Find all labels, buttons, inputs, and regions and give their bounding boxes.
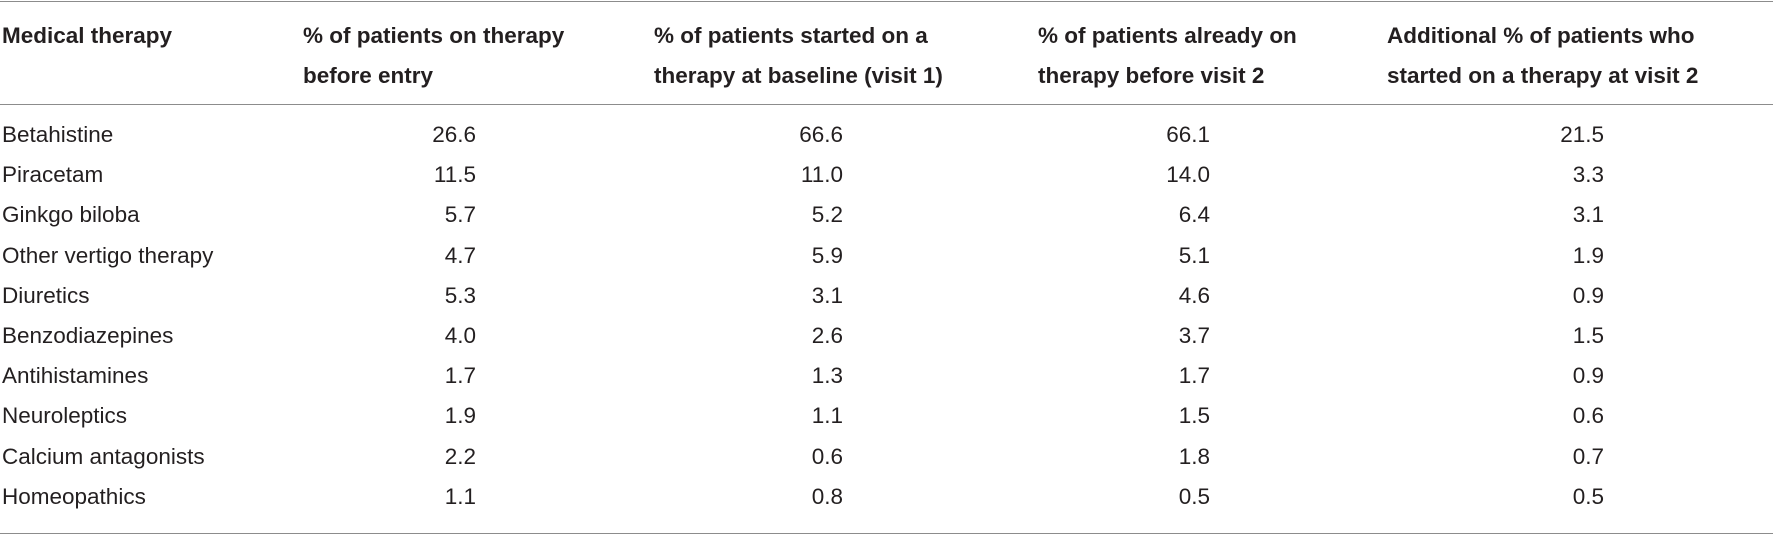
cell-value: 1.5: [1178, 403, 1210, 429]
cell-value: 0.6: [811, 443, 843, 469]
cell-value: 5.9: [811, 242, 843, 268]
cell-value: 26.6: [432, 122, 476, 147]
cell-value: 5.7: [444, 202, 476, 228]
cell-value: 21.5: [1560, 122, 1604, 147]
cell-value: 0.7: [1572, 443, 1604, 469]
cell-value: 2.2: [444, 443, 476, 469]
column-header: % of patients on therapy before entry: [303, 23, 565, 88]
header-rule: [0, 104, 1773, 105]
cell-value: 5.1: [1178, 242, 1210, 268]
cell-value: 14.0: [1166, 162, 1210, 188]
top-rule: [0, 1, 1773, 2]
cell-value: 0.6: [1572, 403, 1604, 429]
cell-value: 1.5: [1572, 323, 1604, 348]
column-header: Medical therapy: [2, 23, 173, 48]
column-header: % of patients started on a therapy at ba…: [654, 23, 943, 88]
row-label: Antihistamines: [2, 363, 149, 389]
cell-value: 3.3: [1572, 162, 1604, 188]
bottom-rule: [0, 533, 1773, 534]
cell-value: 4.0: [444, 323, 476, 348]
cell-value: 5.2: [811, 202, 843, 228]
cell-value: 1.1: [444, 483, 476, 509]
cell-value: 0.9: [1572, 363, 1604, 389]
cell-value: 1.7: [444, 363, 476, 389]
cell-value: 1.9: [444, 403, 476, 429]
cell-value: 4.6: [1178, 282, 1210, 308]
row-label: Ginkgo biloba: [2, 202, 140, 228]
cell-value: 2.6: [811, 323, 843, 348]
column-header: Additional % of patients who started on …: [1387, 23, 1699, 88]
cell-value: 1.7: [1178, 363, 1210, 389]
row-label: Homeopathics: [2, 483, 146, 509]
cell-value: 3.7: [1178, 323, 1210, 348]
cell-value: 1.9: [1572, 242, 1604, 268]
row-label: Piracetam: [2, 162, 104, 188]
row-label: Benzodiazepines: [2, 323, 174, 348]
cell-value: 5.3: [444, 282, 476, 308]
row-label: Other vertigo therapy: [2, 242, 214, 268]
row-label: Neuroleptics: [2, 403, 128, 429]
cell-value: 3.1: [811, 282, 843, 308]
cell-value: 0.5: [1572, 483, 1604, 509]
cell-value: 66.6: [799, 122, 843, 147]
cell-value: 0.5: [1178, 483, 1210, 509]
cell-value: 0.9: [1572, 282, 1604, 308]
row-label: Betahistine: [2, 122, 114, 147]
cell-value: 1.1: [811, 403, 843, 429]
cell-value: 11.0: [800, 162, 843, 188]
cell-value: 66.1: [1166, 122, 1210, 147]
cell-value: 4.7: [444, 242, 476, 268]
cell-value: 1.3: [811, 363, 843, 389]
row-label: Diuretics: [2, 282, 90, 308]
row-label: Calcium antagonists: [2, 443, 205, 469]
cell-value: 11.5: [433, 162, 476, 188]
cell-value: 6.4: [1178, 202, 1210, 228]
column-header: % of patients already on therapy before …: [1038, 23, 1297, 88]
cell-value: 0.8: [811, 483, 843, 509]
cell-value: 3.1: [1572, 202, 1604, 228]
cell-value: 1.8: [1178, 443, 1210, 469]
